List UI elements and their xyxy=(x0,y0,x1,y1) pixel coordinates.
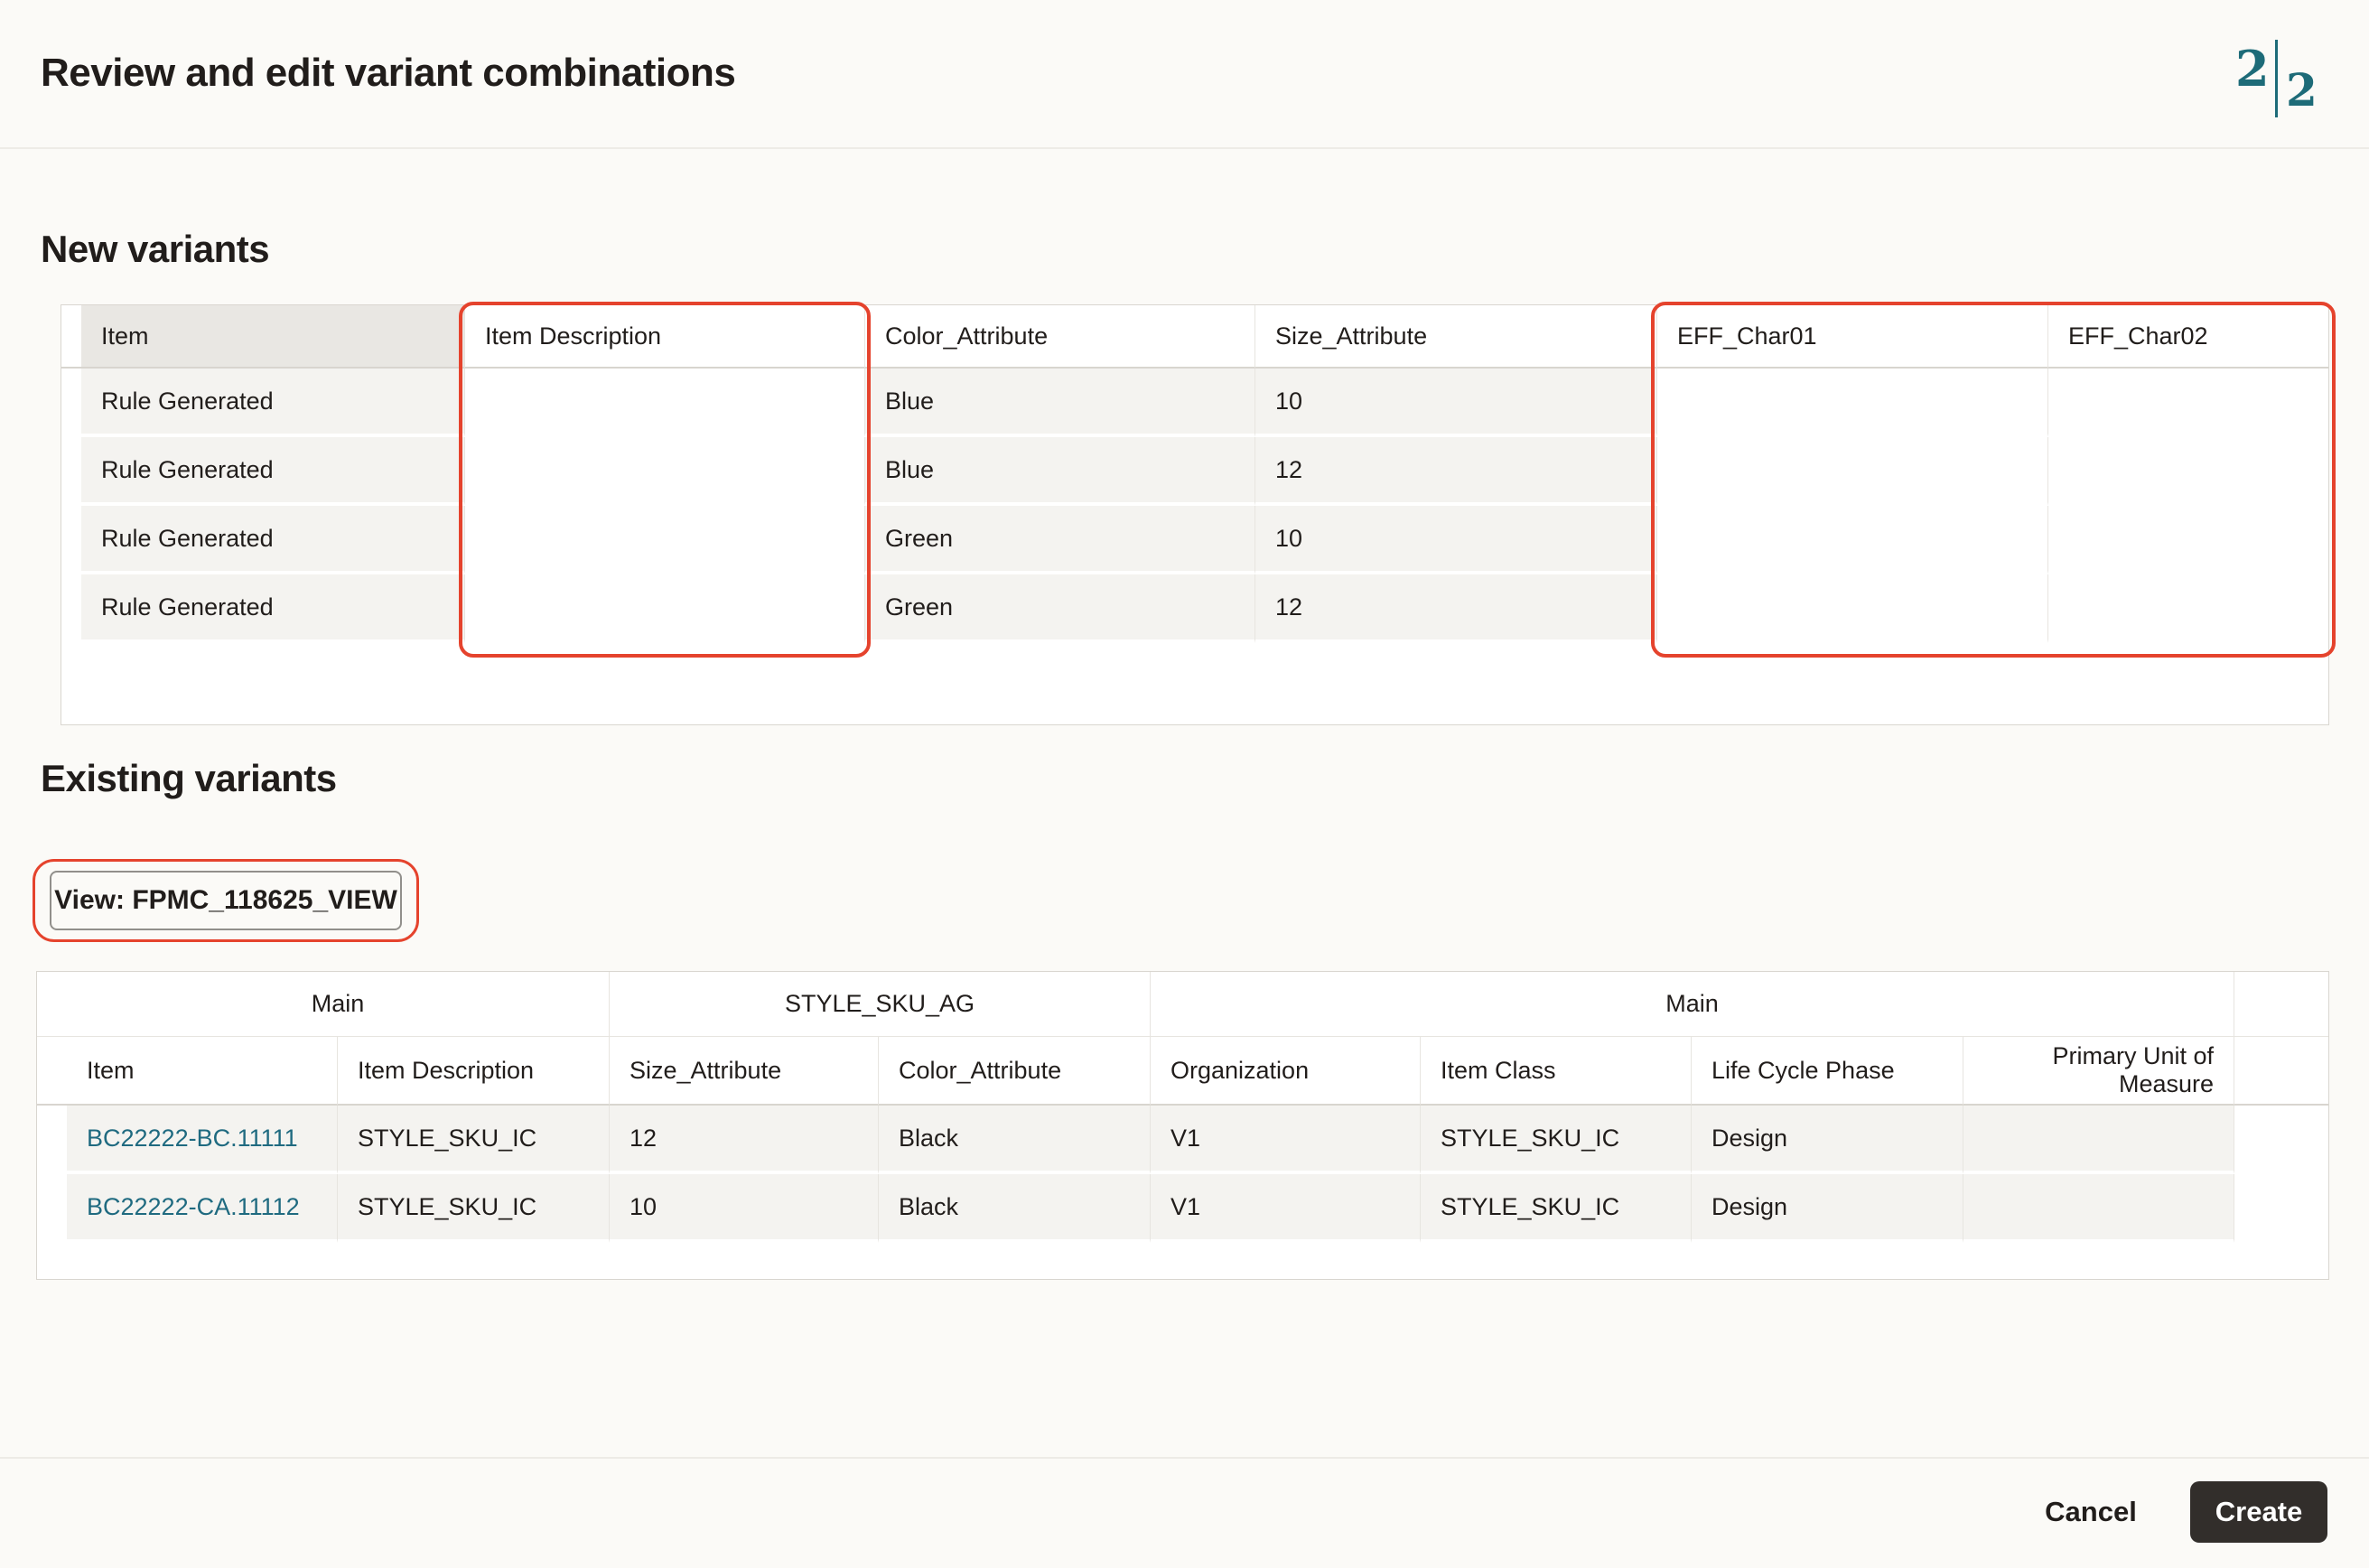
create-button[interactable]: Create xyxy=(2190,1481,2327,1543)
existing-variants-heading: Existing variants xyxy=(41,757,337,799)
column-header-item-class[interactable]: Item Class xyxy=(1421,1037,1692,1106)
item-cell: Rule Generated xyxy=(81,437,465,506)
column-header-color-attribute[interactable]: Color_Attribute xyxy=(879,1037,1151,1106)
eff-char01-cell[interactable] xyxy=(1657,506,2048,574)
table-row[interactable]: BC22222-CA.11112 STYLE_SKU_IC 10 Black V… xyxy=(37,1174,2328,1243)
item-class-cell: STYLE_SKU_IC xyxy=(1421,1106,1692,1174)
table-row[interactable]: Rule Generated Green 10 xyxy=(61,506,2328,574)
step-divider xyxy=(2275,40,2278,117)
item-link[interactable]: BC22222-BC.11111 xyxy=(87,1124,298,1152)
life-cycle-phase-cell: Design xyxy=(1692,1106,1963,1174)
color-attribute-cell: Green xyxy=(865,506,1255,574)
column-header-item-description[interactable]: Item Description xyxy=(465,305,865,369)
table-row[interactable]: Rule Generated Blue 12 xyxy=(61,437,2328,506)
item-description-cell[interactable] xyxy=(465,506,865,574)
table-row[interactable]: Rule Generated Green 12 xyxy=(61,574,2328,643)
group-header-main-2: Main xyxy=(1151,972,2234,1037)
step-indicator: 2 2 xyxy=(2228,38,2327,119)
column-header-eff-char02[interactable]: EFF_Char02 xyxy=(2048,305,2328,369)
view-selector-button[interactable]: View: FPMC_118625_VIEW xyxy=(50,871,402,930)
column-header-eff-char01[interactable]: EFF_Char01 xyxy=(1657,305,2048,369)
footer-divider xyxy=(0,1457,2369,1459)
column-header-color-attribute[interactable]: Color_Attribute xyxy=(865,305,1255,369)
column-header-item-description[interactable]: Item Description xyxy=(338,1037,610,1106)
size-attribute-cell: 10 xyxy=(1255,369,1657,437)
column-header-item[interactable]: Item xyxy=(81,305,465,369)
eff-char02-cell[interactable] xyxy=(2048,369,2328,437)
size-attribute-cell: 10 xyxy=(610,1174,879,1243)
table-row[interactable]: BC22222-BC.11111 STYLE_SKU_IC 12 Black V… xyxy=(37,1106,2328,1174)
group-header-style-sku-ag: STYLE_SKU_AG xyxy=(610,972,1151,1037)
item-description-cell: STYLE_SKU_IC xyxy=(338,1174,610,1243)
new-variants-heading: New variants xyxy=(41,228,270,270)
item-cell: Rule Generated xyxy=(81,369,465,437)
item-class-cell: STYLE_SKU_IC xyxy=(1421,1174,1692,1243)
size-attribute-cell: 12 xyxy=(1255,437,1657,506)
color-attribute-cell: Green xyxy=(865,574,1255,643)
column-header-item[interactable]: Item xyxy=(67,1037,338,1106)
life-cycle-phase-cell: Design xyxy=(1692,1174,1963,1243)
column-header-organization[interactable]: Organization xyxy=(1151,1037,1421,1106)
eff-char02-cell[interactable] xyxy=(2048,437,2328,506)
cancel-button[interactable]: Cancel xyxy=(2014,1481,2168,1543)
column-header-life-cycle-phase[interactable]: Life Cycle Phase xyxy=(1692,1037,1963,1106)
step-current: 2 xyxy=(2235,40,2270,98)
eff-char02-cell[interactable] xyxy=(2048,506,2328,574)
item-description-cell[interactable] xyxy=(465,369,865,437)
new-variants-table: Item Item Description Color_Attribute Si… xyxy=(61,304,2329,725)
item-description-cell[interactable] xyxy=(465,574,865,643)
item-cell: Rule Generated xyxy=(81,574,465,643)
row-end-spacer xyxy=(2234,1174,2328,1243)
size-attribute-cell: 12 xyxy=(1255,574,1657,643)
size-attribute-cell: 12 xyxy=(610,1106,879,1174)
primary-unit-of-measure-cell xyxy=(1963,1106,2234,1174)
organization-cell: V1 xyxy=(1151,1106,1421,1174)
row-end-spacer xyxy=(2234,1106,2328,1174)
primary-unit-of-measure-cell xyxy=(1963,1174,2234,1243)
item-link[interactable]: BC22222-CA.11112 xyxy=(87,1192,300,1220)
column-header-primary-unit-of-measure[interactable]: Primary Unit of Measure xyxy=(1963,1037,2234,1106)
color-attribute-cell: Blue xyxy=(865,369,1255,437)
existing-variants-header-row: Item Item Description Size_Attribute Col… xyxy=(37,1037,2328,1106)
step-total: 2 xyxy=(2286,63,2318,117)
eff-char01-cell[interactable] xyxy=(1657,574,2048,643)
group-header-spacer xyxy=(2234,972,2328,1037)
page-header: Review and edit variant combinations 2 2 xyxy=(0,0,2369,149)
column-header-spacer xyxy=(2234,1037,2328,1106)
organization-cell: V1 xyxy=(1151,1174,1421,1243)
color-attribute-cell: Black xyxy=(879,1174,1151,1243)
table-empty-area xyxy=(37,1243,2328,1279)
eff-char01-cell[interactable] xyxy=(1657,369,2048,437)
group-header-main: Main xyxy=(67,972,610,1037)
new-variants-header-row: Item Item Description Color_Attribute Si… xyxy=(61,305,2328,369)
column-header-size-attribute[interactable]: Size_Attribute xyxy=(1255,305,1657,369)
item-description-cell[interactable] xyxy=(465,437,865,506)
table-empty-area xyxy=(61,643,2328,721)
color-attribute-cell: Blue xyxy=(865,437,1255,506)
page-title: Review and edit variant combinations xyxy=(41,51,736,95)
existing-variants-table: Main STYLE_SKU_AG Main Item Item Descrip… xyxy=(36,971,2329,1280)
table-row[interactable]: Rule Generated Blue 10 xyxy=(61,369,2328,437)
eff-char02-cell[interactable] xyxy=(2048,574,2328,643)
eff-char01-cell[interactable] xyxy=(1657,437,2048,506)
item-cell: Rule Generated xyxy=(81,506,465,574)
size-attribute-cell: 10 xyxy=(1255,506,1657,574)
item-description-cell: STYLE_SKU_IC xyxy=(338,1106,610,1174)
color-attribute-cell: Black xyxy=(879,1106,1151,1174)
column-header-size-attribute[interactable]: Size_Attribute xyxy=(610,1037,879,1106)
column-group-header-row: Main STYLE_SKU_AG Main xyxy=(37,972,2328,1037)
